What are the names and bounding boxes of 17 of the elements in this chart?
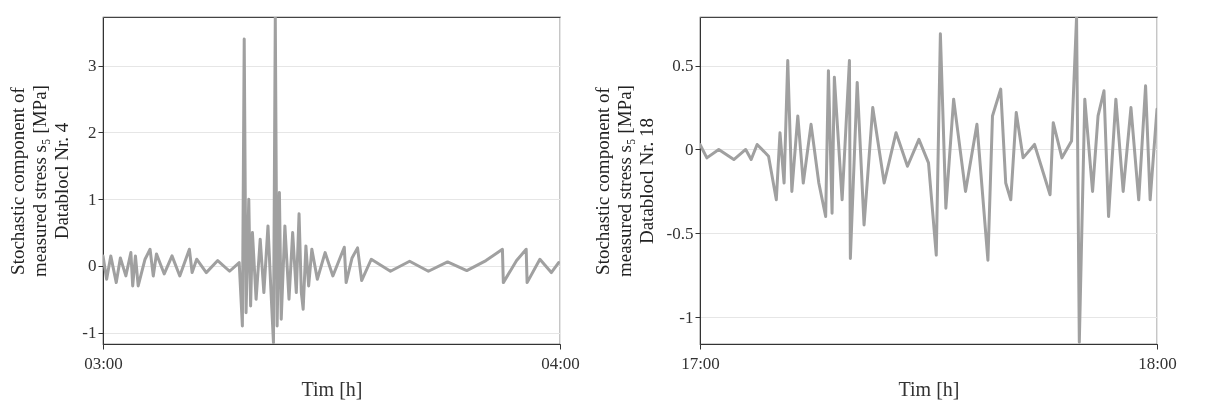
x-tick-label: 04:00 [541,353,580,373]
y-tick-label: 2 [88,122,97,142]
x-tick-label: 17:00 [681,353,720,373]
y-tick-label: -1 [82,323,97,343]
x-axis-title: Tim [h] [301,377,363,400]
x-tick-label: 03:00 [84,353,123,373]
y-tick-label: 3 [88,56,97,76]
y-tick-label: -0.5 [666,223,694,243]
y-tick-label: 0 [685,139,694,159]
x-axis-title: Tim [h] [898,377,960,400]
x-tick-label: 18:00 [1138,353,1177,373]
y-tick-label: 0.5 [672,56,694,76]
y-tick-label: 1 [88,189,97,209]
y-tick-label: -1 [679,307,694,327]
y-axis-title: Stochastic component of measured stress s₅ [MPa] Datablocl Nr. 18 [591,85,657,277]
y-axis-title: Stochastic component of measured stress s₅ [MPa] Datablocl Nr. 4 [7,85,73,277]
y-tick-label: 0 [88,256,97,276]
